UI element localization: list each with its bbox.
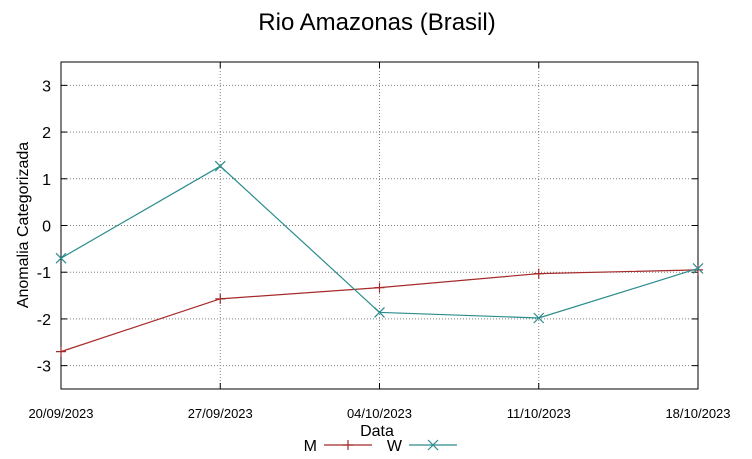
y-axis-ticks: 3 2 1 0 -1 -2 -3 — [37, 78, 698, 376]
data-point-w — [55, 252, 67, 264]
data-point-w — [214, 160, 226, 172]
series-line-m — [60, 269, 699, 353]
legend-marker — [343, 440, 353, 450]
data-point-m — [215, 293, 226, 304]
y-tick-label: 0 — [42, 219, 51, 236]
y-tick-label: -2 — [37, 312, 51, 329]
plot-frame — [60, 61, 699, 390]
legend-label: M — [304, 438, 317, 455]
y-tick-label: 2 — [42, 125, 51, 142]
x-axis-label: Data — [360, 423, 394, 440]
data-point-w — [692, 263, 704, 274]
y-tick-label: -1 — [37, 265, 51, 282]
y-tick-label: 3 — [42, 78, 51, 95]
chart-title: Rio Amazonas (Brasil) — [258, 9, 495, 36]
data-point-m — [533, 268, 544, 279]
data-point-w — [374, 306, 385, 318]
data-point-m — [56, 346, 66, 357]
legend-label: W — [387, 438, 403, 455]
x-tick-label: 20/09/2023 — [28, 406, 93, 421]
y-axis-label: Anomalia Categorizada — [15, 142, 32, 308]
series-w — [55, 160, 704, 324]
data-point-m — [374, 282, 385, 293]
gridlines — [61, 62, 698, 389]
legend-marker — [427, 439, 439, 451]
y-tick-label: -3 — [37, 359, 51, 376]
x-tick-label: 27/09/2023 — [188, 406, 253, 421]
x-axis-ticks: 20/09/2023 27/09/2023 04/10/2023 11/10/2023… — [28, 62, 731, 421]
x-tick-label: 18/10/2023 — [665, 406, 730, 421]
x-tick-label: 11/10/2023 — [507, 406, 571, 421]
x-tick-label: 04/10/2023 — [347, 406, 412, 421]
data-point-w — [533, 312, 545, 324]
series-group — [55, 160, 704, 357]
y-tick-label: 1 — [42, 172, 51, 189]
